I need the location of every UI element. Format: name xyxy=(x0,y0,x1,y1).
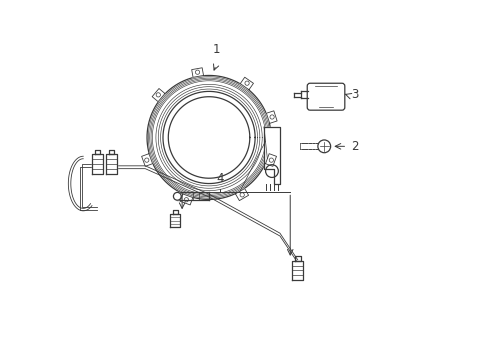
Text: 1: 1 xyxy=(212,43,220,56)
Polygon shape xyxy=(191,68,203,77)
Polygon shape xyxy=(265,154,276,166)
Polygon shape xyxy=(293,93,301,97)
Polygon shape xyxy=(106,154,117,174)
Text: 2: 2 xyxy=(350,140,358,153)
Circle shape xyxy=(173,192,181,200)
Polygon shape xyxy=(180,194,192,205)
Circle shape xyxy=(317,140,330,153)
Text: 4: 4 xyxy=(216,172,223,185)
Polygon shape xyxy=(266,111,277,123)
Polygon shape xyxy=(142,154,152,166)
Polygon shape xyxy=(264,127,279,184)
Polygon shape xyxy=(240,77,253,90)
Polygon shape xyxy=(92,154,103,174)
Text: 3: 3 xyxy=(350,89,358,102)
Polygon shape xyxy=(235,189,248,201)
FancyBboxPatch shape xyxy=(306,83,344,110)
Polygon shape xyxy=(291,261,303,280)
Polygon shape xyxy=(170,214,180,228)
Polygon shape xyxy=(152,89,164,102)
